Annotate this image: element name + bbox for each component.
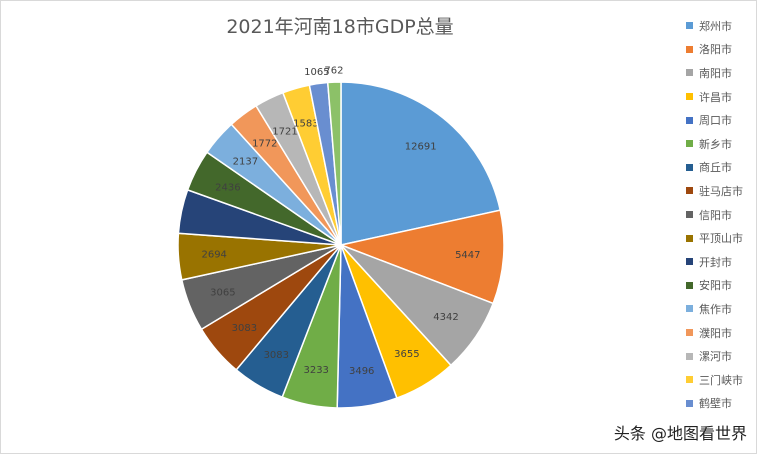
legend-swatch: [686, 187, 693, 195]
legend-swatch: [686, 352, 693, 360]
data-label: 3083: [264, 350, 289, 361]
chart-title: 2021年河南18市GDP总量: [226, 16, 454, 38]
legend-item: 开封市: [686, 250, 756, 274]
data-label: 2137: [233, 157, 258, 168]
chart-legend: 郑州市洛阳市南阳市许昌市周口市新乡市商丘市驻马店市信阳市平顶山市开封市安阳市焦作…: [686, 14, 756, 415]
legend-label: 漯河市: [699, 350, 732, 364]
data-label: 1772: [252, 139, 277, 150]
legend-label: 平顶山市: [699, 232, 743, 246]
data-label: 3233: [303, 365, 328, 376]
data-label: 3496: [349, 366, 374, 377]
legend-item: 驻马店市: [686, 179, 756, 203]
legend-item: 南阳市: [686, 61, 756, 85]
legend-label: 驻马店市: [699, 184, 743, 198]
data-label: 12691: [405, 142, 437, 153]
legend-item: 濮阳市: [686, 321, 756, 345]
legend-swatch: [686, 140, 693, 148]
legend-swatch: [686, 258, 693, 266]
pie-slice: [340, 81, 502, 246]
data-label: 2436: [215, 182, 240, 193]
legend-swatch: [686, 399, 693, 407]
legend-swatch: [686, 376, 693, 384]
data-label: 1583: [293, 118, 318, 129]
legend-swatch: [686, 305, 693, 313]
legend-swatch: [686, 22, 693, 30]
legend-swatch: [686, 329, 693, 337]
legend-label: 濮阳市: [699, 326, 732, 340]
legend-swatch: [686, 163, 693, 171]
legend-item: 信阳市: [686, 203, 756, 227]
legend-swatch: [686, 281, 693, 289]
legend-item: 安阳市: [686, 274, 756, 298]
legend-label: 焦作市: [699, 302, 732, 316]
legend-item: 漯河市: [686, 344, 756, 368]
legend-item: 周口市: [686, 108, 756, 132]
legend-swatch: [686, 116, 693, 124]
legend-swatch: [686, 69, 693, 77]
legend-label: 信阳市: [699, 208, 732, 222]
data-label: 3655: [394, 349, 419, 360]
legend-label: 洛阳市: [699, 43, 732, 57]
pie-slice: [326, 81, 342, 246]
legend-label: 郑州市: [699, 19, 732, 33]
data-label: 762: [324, 66, 343, 77]
data-label: 2694: [201, 250, 226, 261]
data-label: 5447: [455, 250, 480, 261]
data-label: 1721: [272, 126, 297, 137]
legend-item: 三门峡市: [686, 368, 756, 392]
data-label: 3083: [232, 323, 257, 334]
legend-item: 许昌市: [686, 85, 756, 109]
legend-label: 三门峡市: [699, 373, 743, 387]
legend-label: 鹤壁市: [699, 397, 732, 411]
legend-item: 商丘市: [686, 156, 756, 180]
legend-label: 开封市: [699, 255, 732, 269]
legend-swatch: [686, 211, 693, 219]
legend-label: 商丘市: [699, 161, 732, 175]
legend-label: 安阳市: [699, 279, 732, 293]
legend-swatch: [686, 45, 693, 53]
data-label: 1065: [304, 67, 329, 78]
legend-item: 洛阳市: [686, 38, 756, 62]
legend-item: 焦作市: [686, 297, 756, 321]
data-label: 3065: [210, 288, 235, 299]
data-label: 4342: [433, 312, 458, 323]
legend-label: 许昌市: [699, 90, 732, 104]
legend-swatch: [686, 93, 693, 101]
legend-item: 郑州市: [686, 14, 756, 38]
legend-item: 鹤壁市: [686, 392, 756, 416]
legend-item: 新乡市: [686, 132, 756, 156]
legend-swatch: [686, 234, 693, 242]
legend-item: 平顶山市: [686, 226, 756, 250]
legend-label: 周口市: [699, 114, 732, 128]
pie-slice: [338, 209, 505, 305]
legend-label: 南阳市: [699, 66, 732, 80]
watermark-text: 头条 @地图看世界: [613, 424, 747, 443]
legend-label: 新乡市: [699, 137, 732, 151]
